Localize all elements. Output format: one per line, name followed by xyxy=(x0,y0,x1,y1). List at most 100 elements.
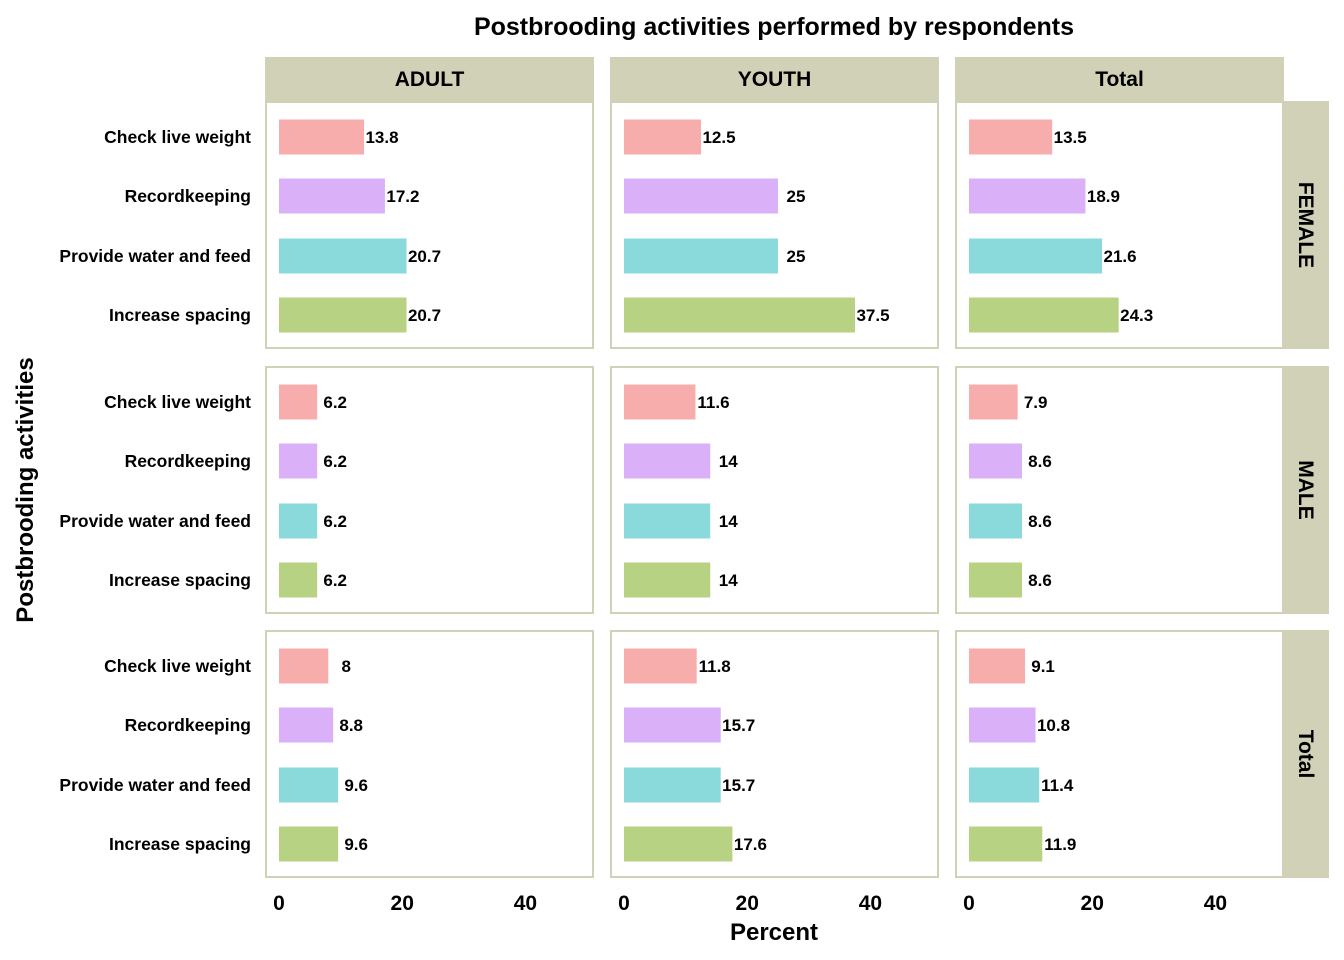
bar-provide-water-and-feed xyxy=(969,503,1022,539)
category-label-check-live-weight: Check live weight xyxy=(104,392,251,412)
bar-increase-spacing xyxy=(279,826,339,862)
bar-provide-water-and-feed xyxy=(279,767,339,803)
category-label-check-live-weight: Check live weight xyxy=(104,127,251,147)
bar-check-live-weight xyxy=(624,648,697,684)
value-label: 6.2 xyxy=(323,452,347,471)
value-label: 7.9 xyxy=(1024,393,1048,412)
bar-provide-water-and-feed xyxy=(624,767,721,803)
value-label: 6.2 xyxy=(323,571,347,590)
category-label-provide-water-and-feed: Provide water and feed xyxy=(59,246,251,266)
column-strip-youth-1 xyxy=(610,57,939,101)
category-label-check-live-weight: Check live weight xyxy=(104,656,251,676)
bar-check-live-weight xyxy=(279,384,318,420)
value-label: 9.6 xyxy=(344,776,368,795)
value-label: 9.1 xyxy=(1031,657,1055,676)
value-label: 14 xyxy=(719,452,738,471)
bar-increase-spacing xyxy=(624,562,711,598)
value-label: 8.8 xyxy=(339,716,363,735)
bar-recordkeeping xyxy=(624,443,711,479)
x-tick-label: 0 xyxy=(618,892,630,915)
bar-increase-spacing xyxy=(969,297,1119,333)
bar-provide-water-and-feed xyxy=(969,767,1040,803)
value-label: 17.2 xyxy=(386,187,419,206)
value-label: 13.8 xyxy=(365,128,398,147)
row-strip-label-female-0: FEMALE xyxy=(1294,182,1317,268)
row-facet-strips: FEMALE MALE Total xyxy=(1283,101,1329,878)
panel-border xyxy=(265,366,594,614)
value-label: 17.6 xyxy=(734,835,767,854)
category-label-increase-spacing: Increase spacing xyxy=(109,570,251,590)
value-label: 21.6 xyxy=(1104,247,1137,266)
bar-recordkeeping xyxy=(624,707,721,743)
value-label: 18.9 xyxy=(1087,187,1120,206)
panel-total-adult: 8 8.8 9.6 9.6 xyxy=(265,630,594,878)
bar-increase-spacing xyxy=(624,826,733,862)
x-tick-label: 40 xyxy=(859,892,882,915)
facet-panels: 13.8 17.2 20.7 20.7 12.5 25 25 37.5 13.5 18.9 21.6… xyxy=(265,101,1284,878)
column-strip-total-2 xyxy=(955,57,1284,101)
panel-male-adult: 6.2 6.2 6.2 6.2 xyxy=(265,366,594,614)
bar-recordkeeping xyxy=(279,178,385,214)
x-tick-label: 0 xyxy=(273,892,285,915)
value-label: 37.5 xyxy=(856,306,889,325)
x-tick-label: 40 xyxy=(1204,892,1227,915)
x-tick-label: 20 xyxy=(391,892,414,915)
value-label: 14 xyxy=(719,512,738,531)
bar-increase-spacing xyxy=(969,562,1022,598)
x-tick-label: 20 xyxy=(736,892,759,915)
value-label: 10.8 xyxy=(1037,716,1070,735)
value-label: 20.7 xyxy=(408,247,441,266)
category-label-increase-spacing: Increase spacing xyxy=(109,834,251,854)
bar-increase-spacing xyxy=(279,562,318,598)
category-label-provide-water-and-feed: Provide water and feed xyxy=(59,511,251,531)
x-tick-label: 20 xyxy=(1081,892,1104,915)
value-label: 6.2 xyxy=(323,393,347,412)
bar-check-live-weight xyxy=(624,384,696,420)
value-label: 8 xyxy=(342,657,351,676)
bar-check-live-weight xyxy=(969,384,1018,420)
panel-total-total: 9.1 10.8 11.4 11.9 xyxy=(955,630,1284,878)
value-label: 8.6 xyxy=(1028,452,1052,471)
value-label: 12.5 xyxy=(702,128,735,147)
value-label: 8.6 xyxy=(1028,571,1052,590)
chart-title: Postbrooding activities performed by res… xyxy=(474,13,1074,41)
column-strip-label-youth-1: YOUTH xyxy=(738,68,812,91)
row-strip-female-0 xyxy=(1283,101,1329,349)
category-label-increase-spacing: Increase spacing xyxy=(109,305,251,325)
bar-recordkeeping xyxy=(969,443,1022,479)
bar-check-live-weight xyxy=(969,119,1053,155)
value-label: 9.6 xyxy=(344,835,368,854)
bar-increase-spacing xyxy=(279,297,407,333)
x-tick-label: 40 xyxy=(514,892,537,915)
bar-increase-spacing xyxy=(624,297,855,333)
category-label-recordkeeping: Recordkeeping xyxy=(125,186,251,206)
bar-check-live-weight xyxy=(969,648,1026,684)
category-label-recordkeeping: Recordkeeping xyxy=(125,715,251,735)
panel-female-adult: 13.8 17.2 20.7 20.7 xyxy=(265,101,594,349)
value-label: 11.8 xyxy=(699,657,731,676)
bar-recordkeeping xyxy=(624,178,778,214)
x-tick-label: 0 xyxy=(963,892,975,915)
bar-recordkeeping xyxy=(279,707,334,743)
bar-check-live-weight xyxy=(279,648,329,684)
column-facet-strips: ADULT YOUTH Total xyxy=(265,57,1284,101)
column-strip-adult-0 xyxy=(265,57,594,101)
value-label: 25 xyxy=(787,187,806,206)
bar-provide-water-and-feed xyxy=(969,238,1103,274)
value-label: 6.2 xyxy=(323,512,347,531)
panel-female-total: 13.5 18.9 21.6 24.3 xyxy=(955,101,1284,349)
category-label-provide-water-and-feed: Provide water and feed xyxy=(59,775,251,795)
row-strip-label-total-2: Total xyxy=(1294,730,1317,779)
value-label: 11.9 xyxy=(1044,835,1076,854)
value-label: 8.6 xyxy=(1028,512,1052,531)
row-strip-male-1 xyxy=(1283,366,1329,614)
category-label-recordkeeping: Recordkeeping xyxy=(125,451,251,471)
value-label: 11.6 xyxy=(697,393,729,412)
bar-check-live-weight xyxy=(279,119,365,155)
bar-recordkeeping xyxy=(969,707,1036,743)
bar-provide-water-and-feed xyxy=(624,238,778,274)
panel-male-youth: 11.6 14 14 14 xyxy=(610,366,939,614)
value-label: 25 xyxy=(787,247,806,266)
bar-provide-water-and-feed xyxy=(624,503,711,539)
